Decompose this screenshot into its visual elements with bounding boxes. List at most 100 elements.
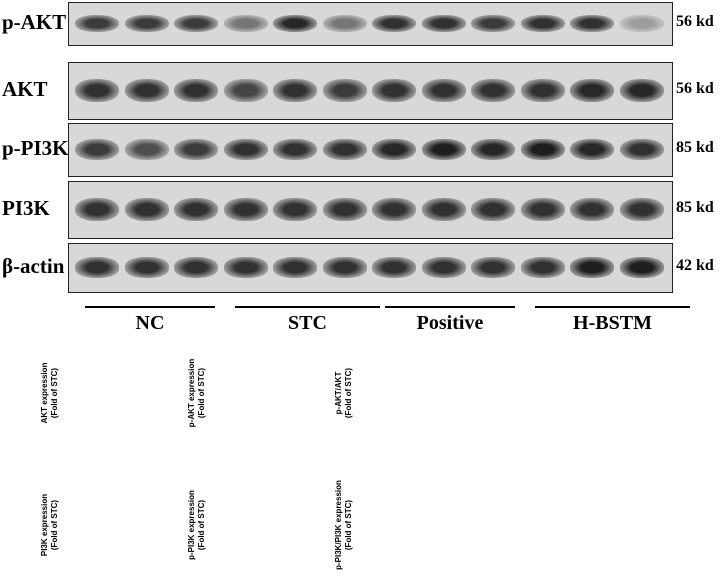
- protein-band: [223, 78, 268, 103]
- protein-band: [322, 197, 367, 222]
- protein-band: [619, 78, 664, 103]
- y-axis-label-line2: (Fold of STC): [197, 499, 206, 551]
- y-axis-label: AKT expression (Fold of STC): [40, 338, 62, 448]
- protein-band: [471, 14, 515, 33]
- protein-band: [174, 138, 218, 161]
- y-axis-label: p-AKT/AKT (Fold of STC): [334, 338, 356, 448]
- blot-label: PI3K: [2, 196, 50, 220]
- protein-band: [223, 14, 268, 33]
- y-axis-label-line1: p-PI3K/PI3K expression: [334, 480, 343, 570]
- protein-band: [174, 78, 218, 103]
- protein-band: [421, 14, 466, 33]
- y-axis-label-line2: (Fold of STC): [344, 367, 353, 419]
- protein-band: [421, 197, 466, 222]
- protein-band: [124, 14, 169, 33]
- molecular-weight-label: 42 kd: [676, 257, 714, 274]
- protein-band: [273, 14, 317, 33]
- protein-band: [322, 138, 367, 161]
- group-line: [385, 306, 515, 308]
- y-axis-label-line2: (Fold of STC): [50, 499, 59, 551]
- molecular-weight-label: 85 kd: [676, 199, 714, 216]
- y-axis-label-line2: (Fold of STC): [50, 367, 59, 419]
- protein-band: [273, 197, 317, 222]
- y-axis-label-line1: p-AKT expression: [187, 358, 196, 428]
- y-axis-label: PI3K expression (Fold of STC): [40, 470, 62, 580]
- protein-band: [75, 78, 119, 103]
- protein-band: [570, 197, 614, 222]
- y-axis-label-line1: AKT expression: [40, 362, 49, 424]
- protein-band: [520, 257, 565, 278]
- blot-label: p-PI3K: [2, 136, 69, 160]
- protein-band: [471, 78, 515, 103]
- protein-band: [273, 78, 317, 103]
- molecular-weight-label: 56 kd: [676, 13, 714, 30]
- group-line: [535, 306, 690, 308]
- protein-band: [124, 197, 169, 222]
- group-label: NC: [135, 312, 165, 334]
- protein-band: [471, 138, 515, 161]
- protein-band: [570, 78, 614, 103]
- protein-band: [322, 78, 367, 103]
- protein-band: [570, 14, 614, 33]
- protein-band: [619, 257, 664, 278]
- blot-p-akt: [68, 2, 673, 46]
- protein-band: [372, 138, 416, 161]
- protein-band: [174, 14, 218, 33]
- protein-band: [520, 14, 565, 33]
- protein-band: [372, 78, 416, 103]
- protein-band: [174, 197, 218, 222]
- protein-band: [421, 138, 466, 161]
- protein-band: [520, 197, 565, 222]
- protein-band: [421, 257, 466, 278]
- protein-band: [570, 138, 614, 161]
- protein-band: [520, 138, 565, 161]
- blot-label: β-actin: [2, 254, 65, 278]
- protein-band: [223, 257, 268, 278]
- protein-band: [372, 257, 416, 278]
- y-axis-label-line1: p-AKT/AKT: [334, 371, 343, 415]
- blot--actin: [68, 243, 673, 293]
- y-axis-label-line1: PI3K expression: [40, 493, 49, 557]
- y-axis-label-line2: (Fold of STC): [197, 367, 206, 419]
- blot-akt: [68, 62, 673, 120]
- protein-band: [273, 138, 317, 161]
- protein-band: [124, 138, 169, 161]
- y-axis-label: p-PI3K/PI3K expression (Fold of STC): [334, 470, 356, 580]
- protein-band: [421, 78, 466, 103]
- blot-pi3k: [68, 181, 673, 239]
- y-axis-label-line1: p-PI3K expression: [187, 490, 196, 560]
- protein-band: [471, 257, 515, 278]
- group-label: STC: [288, 312, 327, 334]
- protein-band: [322, 14, 367, 33]
- protein-band: [124, 257, 169, 278]
- protein-band: [75, 138, 119, 161]
- protein-band: [619, 138, 664, 161]
- protein-band: [223, 138, 268, 161]
- blot-label: AKT: [2, 77, 48, 101]
- protein-band: [273, 257, 317, 278]
- protein-band: [520, 78, 565, 103]
- protein-band: [75, 14, 119, 33]
- group-line: [85, 306, 215, 308]
- blot-p-pi3k: [68, 123, 673, 177]
- protein-band: [372, 14, 416, 33]
- protein-band: [174, 257, 218, 278]
- protein-band: [619, 197, 664, 222]
- protein-band: [223, 197, 268, 222]
- group-line: [235, 306, 380, 308]
- y-axis-label: p-AKT expression (Fold of STC): [187, 338, 209, 448]
- protein-band: [75, 197, 119, 222]
- protein-band: [619, 14, 664, 33]
- protein-band: [322, 257, 367, 278]
- molecular-weight-label: 56 kd: [676, 80, 714, 97]
- blot-label: p-AKT: [2, 10, 67, 34]
- protein-band: [372, 197, 416, 222]
- group-label: H-BSTM: [573, 312, 652, 334]
- y-axis-label: p-PI3K expression (Fold of STC): [187, 470, 209, 580]
- group-label: Positive: [416, 312, 484, 334]
- protein-band: [471, 197, 515, 222]
- protein-band: [124, 78, 169, 103]
- protein-band: [570, 257, 614, 278]
- molecular-weight-label: 85 kd: [676, 139, 714, 156]
